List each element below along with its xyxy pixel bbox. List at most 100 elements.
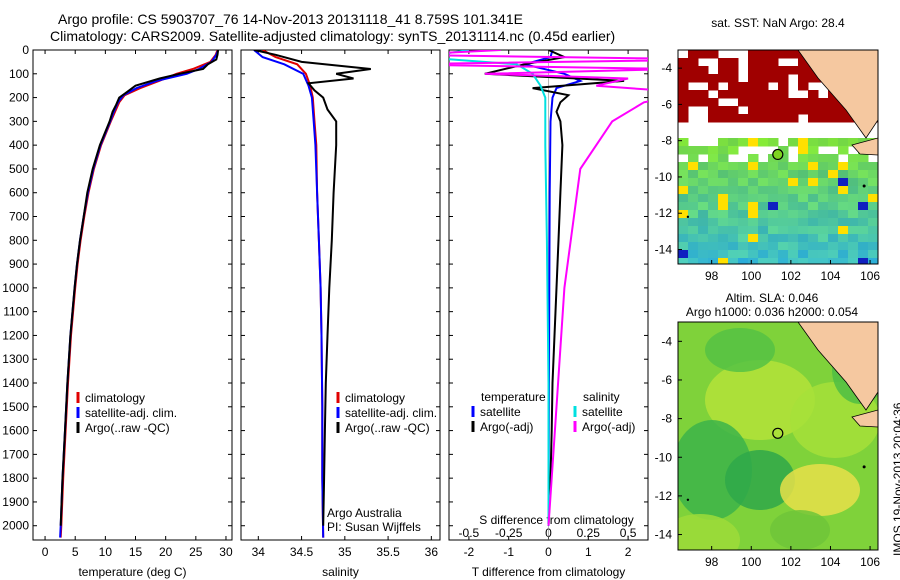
sst-cell: [758, 138, 769, 147]
imos-timestamp: IMOS 19-Nov-2013 20:04:36: [891, 402, 900, 556]
sst-cell: [868, 226, 878, 235]
sst-cell: [778, 146, 789, 155]
sst-cell: [828, 178, 839, 187]
profile-panel-3: -2 -1 0 1 2 T difference from climatology -0.5…: [448, 49, 649, 579]
sst-cell: [718, 162, 729, 171]
sst-cell: [748, 234, 759, 243]
sst-cell: [728, 74, 739, 83]
sst-cell: [748, 210, 759, 219]
legend-satellite-adj-label: satellite-adj. clim.: [345, 406, 437, 420]
sst-cell: [858, 258, 869, 264]
sst-cell: [818, 178, 829, 187]
sst-cell: [788, 186, 799, 195]
sst-cell: [828, 234, 839, 243]
y-tick-label: -6: [661, 373, 672, 387]
sst-cell: [828, 218, 839, 227]
figure-title-line1: Argo profile: CS 5903707_76 14-Nov-2013 …: [58, 11, 523, 27]
sst-cell: [728, 250, 739, 259]
sst-cell: [858, 218, 869, 227]
sst-cell: [798, 202, 809, 211]
sst-cell: [708, 178, 719, 187]
y-tick-label: -10: [655, 170, 673, 184]
sst-cell: [798, 146, 809, 155]
sst-cell: [688, 170, 699, 179]
x-tick-label: 1: [585, 545, 592, 559]
sst-cell: [718, 226, 729, 235]
sst-cell: [708, 234, 719, 243]
x-tick-label: 0: [545, 545, 552, 559]
sst-cell: [708, 146, 719, 155]
sst-cell: [688, 50, 699, 59]
sst-cell: [678, 90, 689, 99]
sst-cell: [758, 202, 769, 211]
sst-cell: [808, 162, 819, 171]
y-tick-label: 1600: [2, 424, 29, 438]
sst-cell: [768, 210, 779, 219]
sst-cell: [748, 178, 759, 187]
sst-cell: [758, 210, 769, 219]
sst-cell: [868, 234, 878, 243]
land-sumatra: [797, 322, 878, 411]
sst-cell: [778, 170, 789, 179]
sst-cell: [778, 234, 789, 243]
sst-cell: [748, 58, 759, 67]
y-tick-label: 1200: [2, 328, 29, 342]
sst-cell: [818, 218, 829, 227]
sst-cell: [678, 162, 689, 171]
y-tick-label: 300: [9, 114, 29, 128]
profile-panel-2: 34 34.5 35 35.5 36 salinity climatologysatelli…: [240, 49, 441, 579]
island-christmas: [862, 184, 866, 188]
sst-cell: [788, 250, 799, 259]
sst-cell: [728, 258, 739, 264]
x-axis-label: T difference from climatology: [472, 565, 626, 579]
sst-cell: [808, 98, 819, 107]
sst-cell: [688, 146, 699, 155]
y-tick-label: 2000: [2, 519, 29, 533]
island-cocos: [686, 498, 690, 501]
sst-cell: [798, 74, 809, 83]
sst-cell: [678, 242, 689, 251]
sst-cell: [768, 194, 779, 203]
sst-cell: [838, 178, 849, 187]
sst-cell: [708, 226, 719, 235]
sla-blob: [725, 450, 795, 510]
sst-cell: [678, 114, 689, 123]
x-tick-label: 36: [425, 545, 439, 559]
sst-cell: [678, 186, 689, 195]
sst-cell: [688, 74, 699, 83]
sst-cell: [748, 66, 759, 75]
sst-cell: [718, 138, 729, 147]
sst-cell: [738, 114, 749, 123]
sla-blob: [678, 514, 740, 550]
sst-cell: [788, 66, 799, 75]
sst-cell: [818, 186, 829, 195]
sst-cell: [828, 98, 839, 107]
sst-cell: [698, 226, 709, 235]
sst-cell: [708, 250, 719, 259]
sst-cell: [798, 82, 809, 91]
sst-cell: [868, 210, 878, 219]
sst-cell: [688, 58, 699, 67]
sst-cell: [718, 178, 729, 187]
sst-cell: [748, 90, 759, 99]
sst-cell: [768, 162, 779, 171]
sst-cell: [698, 98, 709, 107]
sst-cell: [838, 170, 849, 179]
x-tick-label: 104: [820, 269, 840, 283]
map-panel-1: 98 100 102 104 106 -4 -6 -8 -10 -12 -14 sat. SST: N…: [655, 16, 881, 283]
sst-cell: [818, 114, 829, 123]
x-tick-label: -2: [464, 545, 475, 559]
legend-sal-satellite-label: satellite: [582, 405, 623, 419]
sst-cell: [738, 186, 749, 195]
sst-cell: [748, 186, 759, 195]
sst-cell: [708, 50, 719, 59]
sst-cell: [808, 194, 819, 203]
sst-cell: [818, 106, 829, 115]
x2-tick-label: -0.5: [459, 526, 480, 540]
sst-cell: [678, 258, 689, 264]
x-tick-label: 34: [252, 545, 266, 559]
sst-cell: [858, 210, 869, 219]
sst-cell: [738, 138, 749, 147]
sst-cell: [778, 186, 789, 195]
legend-sal-argo-label: Argo(-adj): [582, 420, 635, 434]
